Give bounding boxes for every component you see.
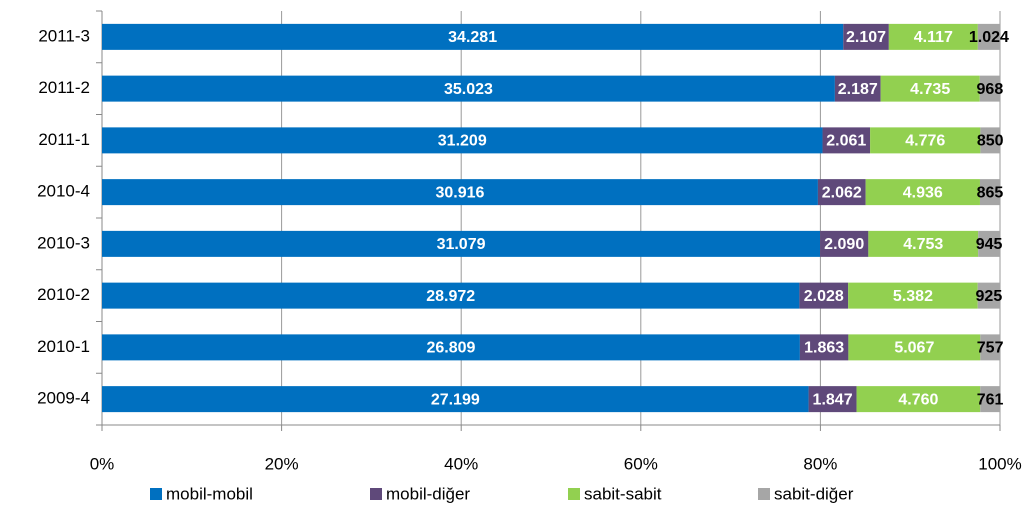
bar-segment bbox=[980, 334, 1000, 361]
data-label: 2.028 bbox=[804, 288, 844, 305]
data-label: 4.776 bbox=[905, 133, 945, 150]
y-tick-label: 2011-2 bbox=[38, 78, 90, 97]
data-label: 26.809 bbox=[426, 340, 475, 357]
x-tick-label: 60% bbox=[624, 454, 658, 473]
data-label: 2.090 bbox=[824, 236, 864, 253]
bar-segment bbox=[834, 75, 881, 102]
legend-swatch bbox=[370, 488, 382, 500]
data-label: 1.847 bbox=[813, 391, 853, 408]
data-label: 2.061 bbox=[826, 133, 866, 150]
bar-segment bbox=[102, 179, 818, 206]
bar-segment bbox=[848, 334, 981, 361]
y-tick-label: 2011-1 bbox=[38, 130, 90, 149]
data-label: 4.117 bbox=[914, 29, 953, 46]
bar-segment bbox=[977, 23, 1000, 50]
data-label: 945 bbox=[976, 236, 1003, 253]
bar-segment bbox=[880, 75, 980, 102]
data-label: 1.863 bbox=[804, 340, 844, 357]
legend-swatch bbox=[568, 488, 580, 500]
data-label: 2.187 bbox=[838, 81, 878, 98]
data-label: 35.023 bbox=[444, 81, 493, 98]
bar-segment bbox=[856, 386, 981, 413]
y-tick-label: 2010-3 bbox=[37, 233, 90, 252]
x-tick-label: 80% bbox=[803, 454, 837, 473]
data-label: 4.753 bbox=[903, 236, 943, 253]
x-tick-label: 40% bbox=[444, 454, 478, 473]
bar-segment bbox=[822, 127, 871, 154]
bar-segment bbox=[980, 386, 1000, 413]
x-tick-label: 100% bbox=[978, 454, 1021, 473]
bar-segment bbox=[102, 127, 823, 154]
y-tick-label: 2011-3 bbox=[38, 26, 90, 45]
data-label: 757 bbox=[977, 340, 1004, 357]
bar-segment bbox=[817, 179, 866, 206]
bar-segment bbox=[102, 230, 821, 257]
data-label: 28.972 bbox=[426, 288, 475, 305]
bar-segment bbox=[102, 334, 800, 361]
data-label: 968 bbox=[977, 81, 1004, 98]
data-label: 925 bbox=[976, 288, 1003, 305]
bar-segment bbox=[977, 282, 1000, 309]
y-tick-label: 2010-1 bbox=[37, 337, 90, 356]
bar-segment bbox=[865, 179, 980, 206]
bar-segment bbox=[868, 230, 979, 257]
bar-segment bbox=[799, 282, 849, 309]
bar-segment bbox=[978, 230, 1000, 257]
bar-segment bbox=[979, 179, 1000, 206]
bar-segment bbox=[848, 282, 978, 309]
bar-segment bbox=[102, 386, 809, 413]
bar-segment bbox=[102, 23, 844, 50]
bar-segment bbox=[799, 334, 849, 361]
data-label: 31.079 bbox=[437, 236, 486, 253]
legend-swatch bbox=[758, 488, 770, 500]
y-tick-label: 2009-4 bbox=[37, 389, 90, 408]
bar-segment bbox=[808, 386, 857, 413]
data-label: 27.199 bbox=[431, 391, 480, 408]
bar-segment bbox=[102, 75, 835, 102]
data-label: 4.735 bbox=[910, 81, 950, 98]
bar-segment bbox=[980, 127, 1000, 154]
data-label: 761 bbox=[977, 391, 1004, 408]
data-label: 2.062 bbox=[822, 184, 862, 201]
legend-label: sabit-sabit bbox=[584, 484, 662, 503]
x-tick-label: 20% bbox=[265, 454, 299, 473]
data-label: 5.067 bbox=[894, 340, 934, 357]
x-tick-label: 0% bbox=[90, 454, 115, 473]
data-label: 2.107 bbox=[846, 29, 886, 46]
data-label: 865 bbox=[977, 184, 1004, 201]
bar-segment bbox=[820, 230, 869, 257]
bar-segment bbox=[979, 75, 1000, 102]
data-label: 4.936 bbox=[903, 184, 943, 201]
bar-segment bbox=[843, 23, 889, 50]
legend-label: sabit-diğer bbox=[774, 484, 854, 503]
data-label: 31.209 bbox=[438, 133, 487, 150]
bar-segment bbox=[870, 127, 981, 154]
legend-swatch bbox=[150, 488, 162, 500]
legend-label: mobil-mobil bbox=[166, 484, 253, 503]
bar-segment bbox=[102, 282, 800, 309]
y-tick-label: 2010-4 bbox=[37, 182, 90, 201]
y-tick-label: 2010-2 bbox=[37, 285, 90, 304]
legend-label: mobil-diğer bbox=[386, 484, 470, 503]
data-label: 34.281 bbox=[448, 29, 497, 46]
data-label: 1.024 bbox=[969, 29, 1009, 46]
data-label: 30.916 bbox=[435, 184, 484, 201]
bar-segment bbox=[888, 23, 978, 50]
data-label: 850 bbox=[977, 133, 1004, 150]
data-label: 4.760 bbox=[898, 391, 938, 408]
data-label: 5.382 bbox=[893, 288, 933, 305]
